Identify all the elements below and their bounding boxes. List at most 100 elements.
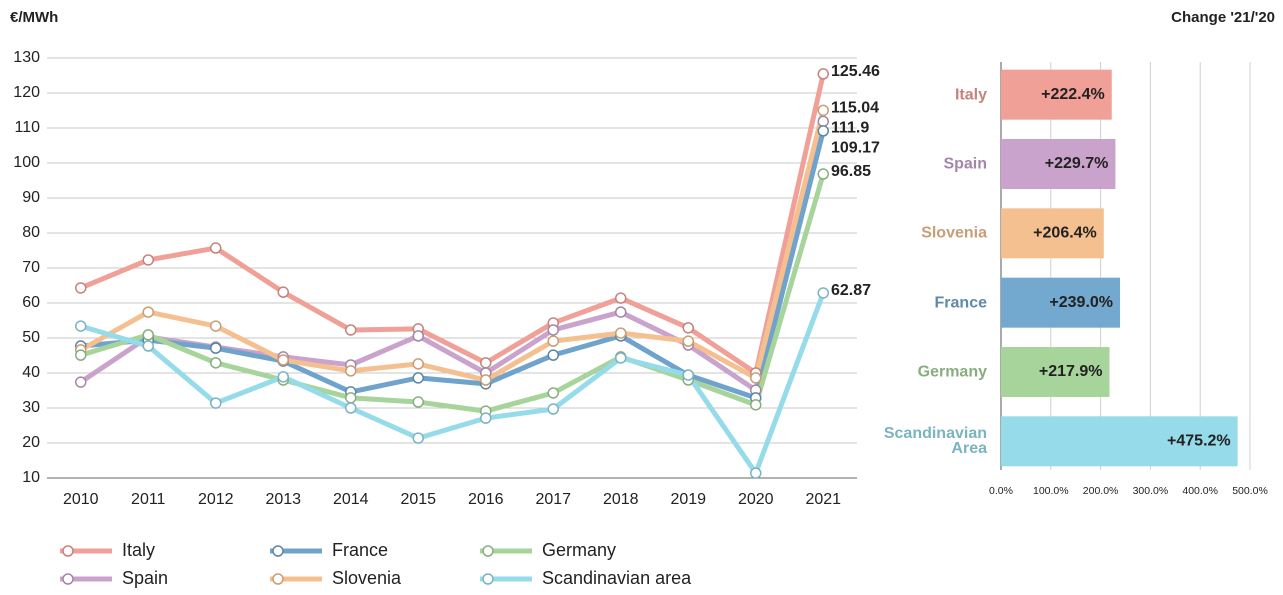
series-line <box>79 120 826 393</box>
y-tick-label: 110 <box>14 119 40 136</box>
point-marker <box>682 369 694 381</box>
y-tick-label: 30 <box>22 399 40 416</box>
point-marker <box>345 392 357 404</box>
x-tick-label: 2010 <box>63 491 99 508</box>
x-tick-label: 300.0% <box>1133 485 1169 497</box>
y-tick-label: 130 <box>13 49 40 66</box>
point-marker <box>210 320 222 332</box>
legend-item: Scandinavian area <box>480 568 692 588</box>
point-marker <box>682 322 694 334</box>
bar-value-label: +475.2% <box>1167 433 1231 450</box>
bar-category-label: France <box>934 294 987 312</box>
bar-category-label: Italy <box>954 86 987 104</box>
legend-label: Italy <box>122 540 155 560</box>
y-tick-label: 70 <box>22 259 40 276</box>
series-line <box>80 130 826 401</box>
legend-item: Italy <box>60 540 155 560</box>
point-marker <box>142 306 154 318</box>
y-tick-label: 60 <box>22 294 40 311</box>
point-marker <box>480 374 492 386</box>
point-marker <box>817 115 829 128</box>
legend-label: Scandinavian area <box>542 568 692 588</box>
point-marker <box>412 372 424 384</box>
legend-marker <box>62 573 74 585</box>
y-tick-label: 100 <box>13 154 40 171</box>
point-marker <box>817 168 829 180</box>
x-tick-label: 2012 <box>198 491 234 508</box>
point-marker <box>412 432 424 444</box>
legend-item: Germany <box>480 540 616 560</box>
point-marker <box>75 376 87 388</box>
bar-value-label: +206.4% <box>1033 225 1097 242</box>
point-marker <box>682 335 694 347</box>
legend-marker <box>482 545 494 557</box>
series-line <box>79 73 826 376</box>
point-marker <box>75 320 87 332</box>
y-tick-label: 80 <box>22 224 40 241</box>
series-line <box>80 173 826 414</box>
point-marker <box>480 357 492 369</box>
point-marker <box>750 399 762 411</box>
point-marker <box>210 242 222 254</box>
point-marker <box>615 352 627 364</box>
point-marker <box>547 387 559 399</box>
point-marker <box>277 371 289 383</box>
x-tick-label: 2017 <box>535 491 571 508</box>
point-marker <box>615 292 627 304</box>
bar-value-label: +239.0% <box>1049 294 1113 311</box>
x-tick-label: 400.0% <box>1182 485 1218 497</box>
bar <box>1001 416 1238 467</box>
point-marker <box>750 467 762 479</box>
point-marker <box>412 358 424 370</box>
y-tick-label: 20 <box>22 434 40 451</box>
end-value-label: 111.9 <box>831 120 869 137</box>
legend-item: France <box>270 540 388 560</box>
point-marker <box>480 412 492 424</box>
legend-marker <box>482 573 494 585</box>
point-marker <box>547 403 559 415</box>
bar-value-label: +222.4% <box>1041 86 1105 103</box>
legend-marker <box>62 545 74 557</box>
x-tick-label: 0.0% <box>989 485 1013 497</box>
point-marker <box>547 335 559 347</box>
x-tick-label: 2013 <box>265 491 301 508</box>
legend-label: Spain <box>122 568 168 588</box>
bar <box>1001 347 1110 397</box>
point-marker <box>750 372 762 384</box>
x-tick-label: 2011 <box>131 491 166 508</box>
bar <box>1001 277 1121 328</box>
x-tick-label: 2018 <box>603 491 639 508</box>
point-marker <box>277 354 289 366</box>
legend-item: Slovenia <box>270 568 402 588</box>
legend-label: Germany <box>542 540 616 560</box>
y-tick-label: 10 <box>22 469 40 486</box>
point-marker <box>547 349 559 361</box>
x-tick-label: 100.0% <box>1033 485 1069 497</box>
point-marker <box>345 402 357 414</box>
point-marker <box>277 286 289 298</box>
point-marker <box>75 349 87 361</box>
series-line <box>79 109 826 383</box>
point-marker <box>412 330 424 342</box>
y-axis-label: €/MWh <box>10 9 58 26</box>
point-marker <box>817 68 829 80</box>
x-tick-label: 200.0% <box>1083 485 1119 497</box>
legend-label: France <box>332 540 388 560</box>
bar <box>1001 208 1104 259</box>
point-marker <box>345 365 357 377</box>
y-tick-label: 120 <box>13 84 40 101</box>
end-value-label: 96.85 <box>831 163 871 180</box>
point-marker <box>210 357 222 369</box>
bar <box>1001 139 1116 189</box>
bar-category-label: Germany <box>917 363 987 381</box>
y-tick-label: 90 <box>22 189 40 206</box>
x-tick-label: 2014 <box>333 491 369 508</box>
bar-value-label: +217.9% <box>1039 363 1103 380</box>
x-tick-label: 2020 <box>738 491 774 508</box>
point-marker <box>412 396 424 408</box>
bar-category-label: Scandinavian Area <box>883 425 987 458</box>
legend-marker <box>272 573 284 585</box>
point-marker <box>142 340 154 352</box>
